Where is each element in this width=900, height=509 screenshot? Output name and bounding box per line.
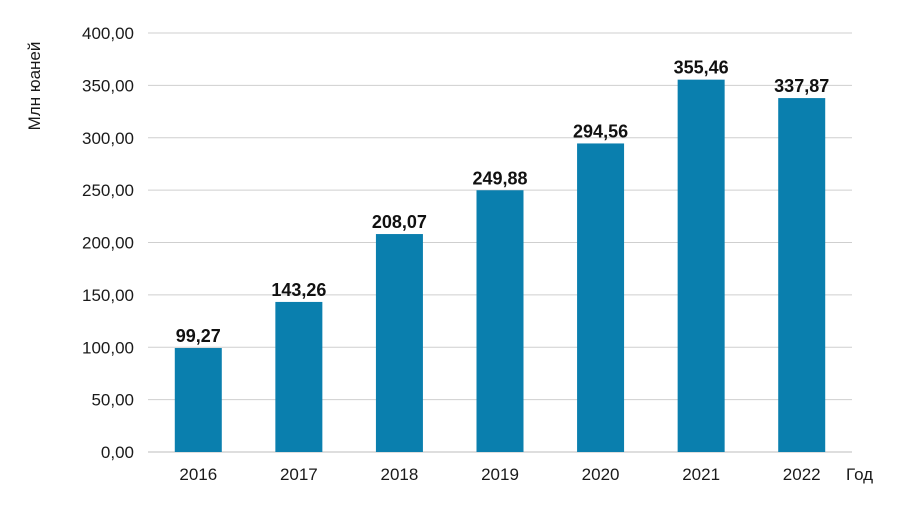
data-label-2017: 143,26 xyxy=(271,280,326,300)
bar-2016 xyxy=(174,348,222,452)
x-tick-label: 2016 xyxy=(179,465,217,484)
x-tick-label: 2022 xyxy=(783,465,821,484)
x-tick-label: 2021 xyxy=(682,465,720,484)
x-axis-title: Год xyxy=(846,465,873,484)
bars xyxy=(174,79,826,453)
y-tick-label: 0,00 xyxy=(101,443,134,462)
y-axis-title: Млн юаней xyxy=(25,42,44,131)
x-tick-label: 2019 xyxy=(481,465,519,484)
data-labels: 99,27 143,26 208,07 249,88 294,56 355,46 337,8… xyxy=(176,58,829,346)
bar-2017 xyxy=(275,301,323,452)
y-tick-label: 150,00 xyxy=(82,286,134,305)
y-axis-ticks: 0,00 50,00 100,00 150,00 200,00 250,00 300,00 3… xyxy=(82,24,134,462)
y-tick-label: 50,00 xyxy=(91,391,134,410)
bar-2018 xyxy=(375,234,423,452)
y-tick-label: 400,00 xyxy=(82,24,134,43)
y-tick-label: 300,00 xyxy=(82,129,134,148)
y-tick-label: 350,00 xyxy=(82,76,134,95)
bar-2021 xyxy=(677,79,725,453)
x-tick-label: 2017 xyxy=(280,465,318,484)
bar-2022 xyxy=(778,98,826,452)
x-tick-label: 2020 xyxy=(582,465,620,484)
y-tick-label: 100,00 xyxy=(82,338,134,357)
data-label-2021: 355,46 xyxy=(674,58,729,78)
data-label-2022: 337,87 xyxy=(774,76,829,96)
y-tick-label: 200,00 xyxy=(82,234,134,253)
bar-2019 xyxy=(476,190,524,452)
data-label-2018: 208,07 xyxy=(372,212,427,232)
data-label-2016: 99,27 xyxy=(176,326,221,346)
data-label-2020: 294,56 xyxy=(573,121,628,141)
bar-2020 xyxy=(577,143,625,452)
x-axis-ticks: 2016 2017 2018 2019 2020 2021 2022 xyxy=(179,465,820,484)
y-tick-label: 250,00 xyxy=(82,181,134,200)
data-label-2019: 249,88 xyxy=(472,168,527,188)
x-tick-label: 2018 xyxy=(381,465,419,484)
